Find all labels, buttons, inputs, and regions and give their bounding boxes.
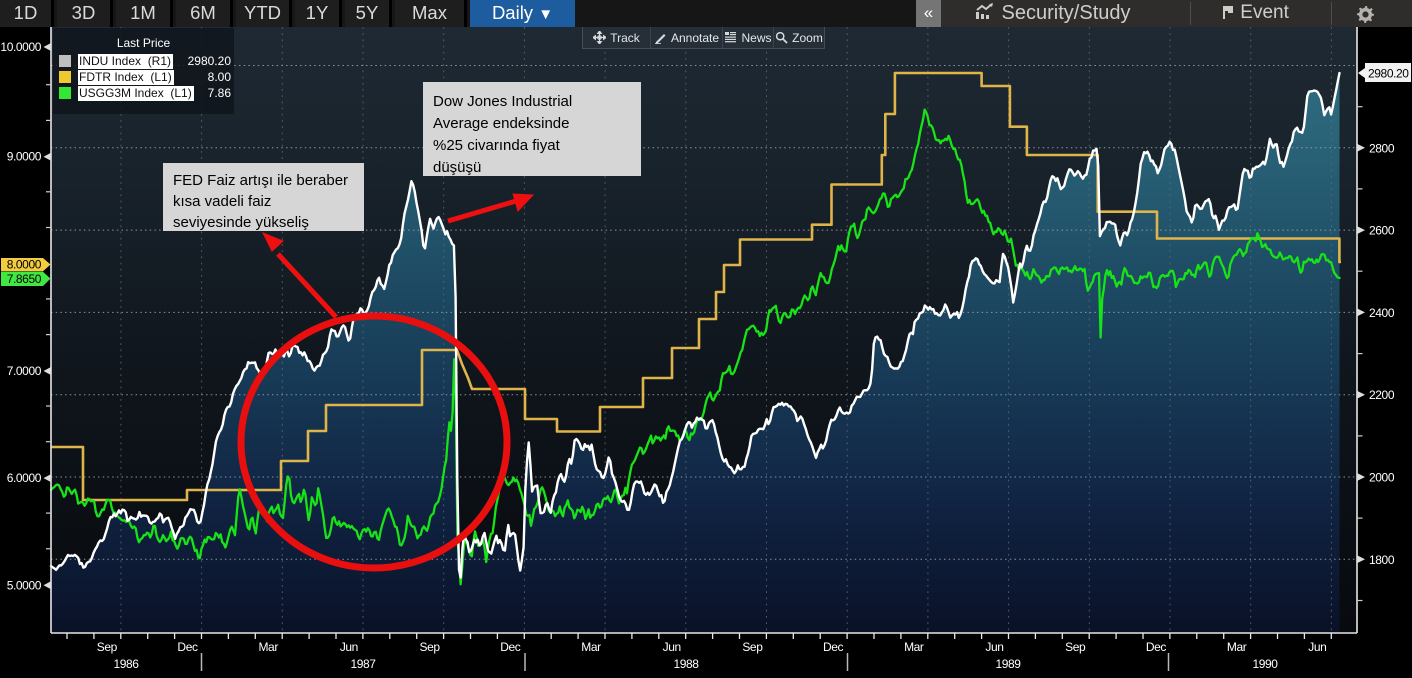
svg-text:Jun: Jun: [663, 640, 681, 654]
svg-text:Jun: Jun: [985, 640, 1003, 654]
svg-text:Sep: Sep: [1065, 640, 1086, 654]
svg-text:Dec: Dec: [823, 640, 844, 654]
svg-text:Jun: Jun: [340, 640, 358, 654]
svg-text:10.0000: 10.0000: [0, 40, 41, 54]
svg-text:1987: 1987: [350, 657, 376, 671]
svg-text:6.0000: 6.0000: [7, 471, 42, 485]
svg-text:Mar: Mar: [258, 640, 278, 654]
svg-text:9.0000: 9.0000: [7, 150, 42, 164]
svg-text:2600: 2600: [1369, 224, 1395, 238]
svg-text:Mar: Mar: [581, 640, 601, 654]
svg-text:2400: 2400: [1369, 306, 1395, 320]
svg-text:Sep: Sep: [742, 640, 763, 654]
svg-text:Jun: Jun: [1308, 640, 1326, 654]
svg-text:Mar: Mar: [904, 640, 924, 654]
svg-text:2200: 2200: [1369, 388, 1395, 402]
svg-text:2000: 2000: [1369, 471, 1395, 485]
svg-text:Mar: Mar: [1227, 640, 1247, 654]
svg-text:2800: 2800: [1369, 141, 1395, 155]
svg-text:Sep: Sep: [420, 640, 441, 654]
svg-text:Sep: Sep: [97, 640, 118, 654]
svg-text:8.0000: 8.0000: [7, 258, 42, 272]
svg-text:1989: 1989: [995, 657, 1021, 671]
svg-text:1988: 1988: [673, 657, 699, 671]
svg-text:5.0000: 5.0000: [7, 578, 42, 592]
svg-text:1990: 1990: [1252, 657, 1278, 671]
svg-text:7.8650: 7.8650: [7, 272, 42, 286]
svg-text:Dec: Dec: [1146, 640, 1167, 654]
svg-text:7.0000: 7.0000: [7, 364, 42, 378]
svg-text:Dec: Dec: [177, 640, 198, 654]
svg-text:1800: 1800: [1369, 553, 1395, 567]
svg-text:Dec: Dec: [500, 640, 521, 654]
svg-text:2980.20: 2980.20: [1368, 67, 1409, 81]
svg-text:1986: 1986: [113, 657, 139, 671]
